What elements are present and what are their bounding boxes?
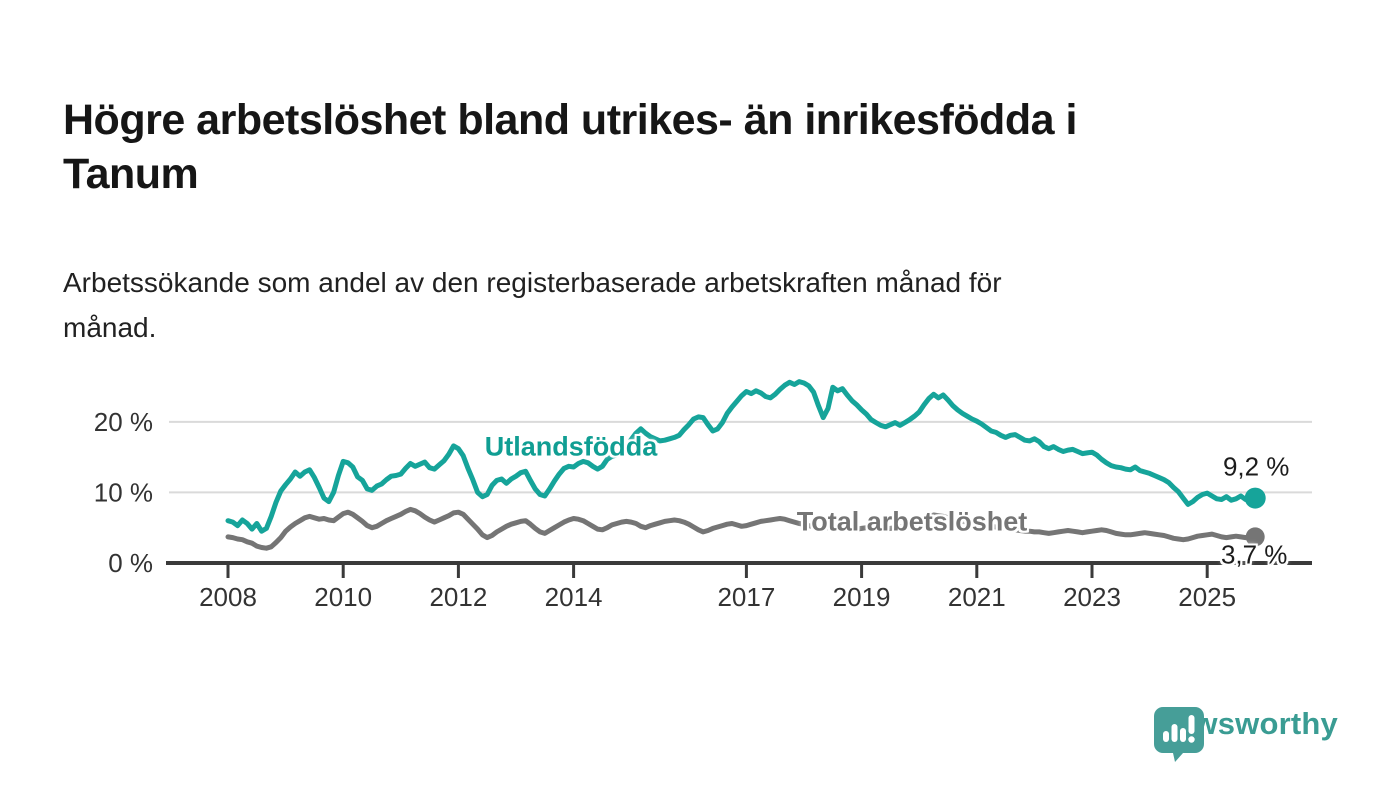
x-tick-label: 2017 (717, 582, 775, 612)
branding-footer: Newsworthy (1153, 706, 1338, 762)
y-tick-label: 20 % (94, 407, 153, 437)
page-title-line1: Högre arbetslöshet bland utrikes- än inr… (63, 95, 1077, 144)
series-line-total (225, 506, 1258, 551)
page-title: Högre arbetslöshet bland utrikes- än inr… (63, 93, 1253, 201)
newsworthy-logo-icon (1154, 707, 1205, 762)
series-label-utlandsfodda: Utlandsfödda (484, 431, 658, 462)
series-end-dot (1245, 527, 1265, 547)
subtitle-line2: månad. (63, 312, 157, 344)
x-tick-label: 2019 (833, 582, 891, 612)
y-tick-label: 0 % (108, 548, 153, 578)
x-tick-label: 2010 (314, 582, 372, 612)
x-tick-label: 2008 (199, 582, 257, 612)
x-tick-label: 2023 (1063, 582, 1121, 612)
x-tick-label: 2021 (948, 582, 1006, 612)
series-label-total-arbetsloshet: Total arbetslöshet (796, 506, 1028, 537)
page-title-line2: Tanum (63, 149, 199, 198)
y-tick-label: 10 % (94, 477, 153, 507)
subtitle-line1: Arbetssökande som andel av den registerb… (63, 267, 1002, 298)
x-tick-label: 2012 (429, 582, 487, 612)
subtitle: Arbetssökande som andel av den registerb… (63, 260, 1243, 351)
end-value-label-total: 3,7 % (1220, 539, 1288, 570)
series-line-utlandsfodda (225, 379, 1258, 534)
x-tick-label: 2014 (545, 582, 603, 612)
series-end-dot (1244, 487, 1266, 509)
end-value-label-utlandsfodda: 9,2 % (1222, 451, 1290, 482)
x-tick-label: 2025 (1178, 582, 1236, 612)
